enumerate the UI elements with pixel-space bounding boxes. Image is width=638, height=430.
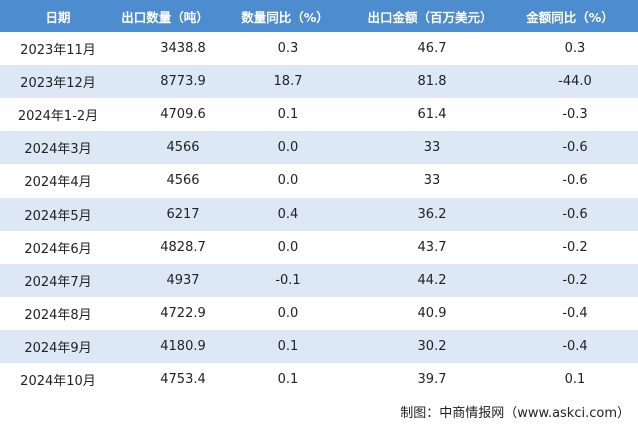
table-cell: 4722.9 [160,305,206,321]
table-cell: 46.7 [417,41,447,56]
table-cell: -0.4 [562,338,588,354]
table-cell: 0.0 [277,305,299,321]
table-cell: -0.2 [562,272,588,288]
table-cell: 2024年10月 [20,374,96,389]
table-cell: 33 [423,173,441,189]
table-cell: 18.7 [273,74,303,90]
table-cell: 0.1 [277,372,299,387]
table-cell: 4753.4 [160,372,206,387]
table-cell: -0.6 [562,173,588,189]
table-cell: 4180.9 [160,338,206,354]
header-cell: 日期 [45,9,71,25]
table-cell: 0.0 [277,173,299,189]
table-cell: 4566 [166,173,200,189]
table-cell: 4937 [166,272,200,288]
header-row: 日期 出口数量（吨） 数量同比（%） 出口金额（百万美元） 金额同比（%） [0,0,638,32]
table-cell: 6217 [166,206,200,222]
table-cell: 2024年9月 [24,340,92,356]
header-cell: 数量同比（%） [241,9,329,25]
table-cell: 4709.6 [160,107,206,123]
table-cell: 36.2 [417,206,447,222]
table-cell: 2024年8月 [24,307,92,323]
table-row: 2024年3月 4566 0.0 33 -0.6 [0,131,638,165]
table-cell: 0.1 [277,107,299,123]
table-cell: 2024年3月 [24,142,92,158]
table-cell: 0.0 [277,140,299,156]
table-cell: 0.3 [277,41,299,56]
table-cell: -0.6 [562,140,588,156]
table-cell: 61.4 [417,107,447,123]
table-row: 2024年10月 4753.4 0.1 39.7 0.1 [0,363,638,396]
table-cell: 39.7 [417,372,447,387]
table-cell: 0.4 [277,206,299,222]
table-cell: 2024年4月 [24,175,92,191]
table-cell: -44.0 [558,74,592,90]
table-cell: 2024年6月 [24,241,92,257]
table-row: 2024年6月 4828.7 0.0 43.7 -0.2 [0,231,638,264]
table-row: 2024年4月 4566 0.0 33 -0.6 [0,164,638,197]
header-cell: 出口数量（吨） [121,9,209,25]
table-cell: 3438.8 [160,41,206,56]
table-cell: 4566 [166,140,200,156]
table-cell: -0.2 [562,239,588,255]
table-row: 2024年8月 4722.9 0.0 40.9 -0.4 [0,297,638,330]
source-note: 制图：中商情报网（www.askci.com） [400,406,630,421]
table-cell: 2024年7月 [24,274,92,290]
table-cell: -0.6 [562,206,588,222]
table-cell: 2023年11月 [20,43,96,58]
table-cell: 30.2 [417,338,447,354]
table-cell: 0.0 [277,239,299,255]
table-row: 2023年11月 3438.8 0.3 46.7 0.3 [0,32,638,65]
table-cell: 81.8 [417,74,447,90]
table-cell: 40.9 [417,305,447,321]
table-row: 2024年5月 6217 0.4 36.2 -0.6 [0,197,638,231]
table-cell: -0.3 [562,107,588,123]
table-cell: 2024年5月 [24,208,92,224]
table-cell: 2023年12月 [20,76,96,92]
table-cell: 2024年1-2月 [17,109,99,125]
table-row: 2024年9月 4180.9 0.1 30.2 -0.4 [0,329,638,363]
table-cell: 33 [423,140,441,156]
header-cell: 出口金额（百万美元） [367,9,493,25]
table-row: 2024年7月 4937 -0.1 44.2 -0.2 [0,263,638,297]
table-cell: 43.7 [417,239,447,255]
table-cell: 44.2 [417,272,447,288]
table-cell: -0.1 [275,272,301,288]
table-cell: 0.1 [564,372,586,387]
table-cell: -0.4 [562,305,588,321]
table-row: 2024年1-2月 4709.6 0.1 61.4 -0.3 [0,98,638,131]
table-cell: 0.1 [277,338,299,354]
table-cell: 0.3 [564,41,586,56]
header-cell: 金额同比（%） [526,9,614,25]
table-cell: 4828.7 [160,239,206,255]
table-row: 2023年12月 8773.9 18.7 81.8 -44.0 [0,65,638,99]
table-cell: 8773.9 [160,74,206,90]
